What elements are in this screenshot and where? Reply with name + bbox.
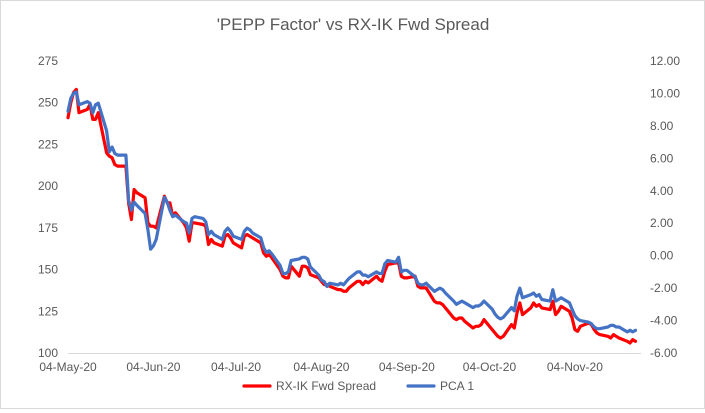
legend: RX-IK Fwd Spread PCA 1 <box>242 379 474 393</box>
legend-label-1: RX-IK Fwd Spread <box>276 379 376 393</box>
y-right-tick-label: 0.00 <box>650 249 674 263</box>
legend-label-2: PCA 1 <box>440 379 474 393</box>
y-left-tick-label: 250 <box>38 96 58 110</box>
y-right-tick-label: 10.00 <box>650 86 680 100</box>
x-axis: 04-May-20 04-Jun-20 04-Jul-20 04-Aug-20 04-S… <box>39 353 641 374</box>
chart-title: 'PEPP Factor' vs RX-IK Fwd Spread <box>217 15 490 34</box>
y-left-tick-label: 150 <box>38 263 58 277</box>
y-left-tick-label: 225 <box>38 137 58 151</box>
y-left-tick-label: 275 <box>38 54 58 68</box>
series-line-1 <box>66 87 638 345</box>
y-axis-left: 100 125 150 175 200 225 250 275 <box>38 54 58 360</box>
y-right-tick-label: 8.00 <box>650 119 674 133</box>
x-tick-label: 04-Aug-20 <box>293 360 349 374</box>
x-tick-label: 04-Nov-20 <box>547 360 603 374</box>
y-right-tick-label: -4.00 <box>650 314 678 328</box>
series-line-2 <box>66 90 638 334</box>
y-right-tick-label: 4.00 <box>650 184 674 198</box>
x-tick-label: 04-Oct-20 <box>463 360 517 374</box>
x-tick-label: 04-Jul-20 <box>211 360 261 374</box>
y-left-tick-label: 175 <box>38 221 58 235</box>
y-right-tick-label: -6.00 <box>650 346 678 360</box>
y-left-tick-label: 125 <box>38 304 58 318</box>
y-right-tick-label: 6.00 <box>650 151 674 165</box>
y-axis-right: -6.00 -4.00 -2.00 0.00 2.00 4.00 6.00 8.00 10.00… <box>650 54 680 360</box>
y-left-tick-label: 200 <box>38 179 58 193</box>
y-right-tick-label: 2.00 <box>650 216 674 230</box>
x-tick-label: 04-Jun-20 <box>126 360 180 374</box>
x-tick-label: 04-Sep-20 <box>379 360 435 374</box>
y-left-tick-label: 100 <box>38 346 58 360</box>
series-layer <box>66 87 638 345</box>
y-right-tick-label: 12.00 <box>650 54 680 68</box>
y-right-tick-label: -2.00 <box>650 281 678 295</box>
x-tick-label: 04-May-20 <box>39 360 97 374</box>
